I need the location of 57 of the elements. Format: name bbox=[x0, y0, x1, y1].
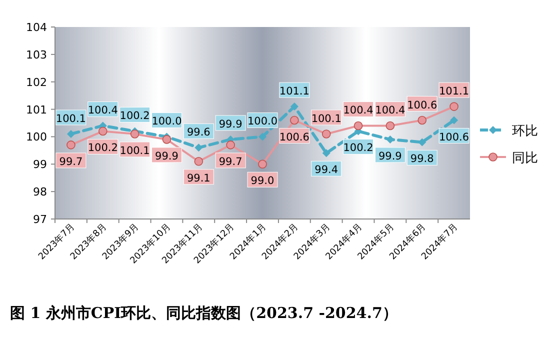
legend-label: 环比 bbox=[512, 124, 538, 139]
point bbox=[98, 126, 108, 136]
data-label: 100.1 bbox=[120, 144, 150, 157]
point bbox=[290, 102, 298, 111]
point bbox=[194, 157, 204, 166]
data-label: 99.7 bbox=[59, 156, 83, 168]
y-tick-label: 102 bbox=[26, 76, 47, 89]
y-tick-label: 100 bbox=[26, 130, 47, 144]
data-label: 100.0 bbox=[247, 116, 278, 128]
point bbox=[66, 140, 76, 150]
data-label: 99.7 bbox=[218, 156, 242, 168]
data-label: 99.6 bbox=[186, 126, 211, 139]
point bbox=[290, 116, 299, 125]
y-tick-label: 98 bbox=[33, 186, 47, 199]
point bbox=[386, 135, 394, 144]
y-tick-label: 99 bbox=[33, 158, 47, 172]
data-label: 101.1 bbox=[279, 86, 310, 98]
data-label: 99.8 bbox=[410, 153, 434, 166]
data-label: 99.1 bbox=[186, 172, 210, 184]
data-label: 100.2 bbox=[120, 110, 150, 122]
y-tick-label: 101 bbox=[26, 103, 47, 116]
data-label: 99.9 bbox=[155, 150, 178, 162]
point bbox=[386, 121, 395, 130]
point bbox=[258, 132, 266, 141]
point bbox=[226, 140, 235, 150]
data-label: 100.1 bbox=[56, 112, 86, 125]
y-tick-label: 103 bbox=[26, 48, 47, 62]
data-label: 100.0 bbox=[152, 116, 182, 128]
point bbox=[258, 160, 267, 169]
legend-label: 同比 bbox=[512, 151, 538, 166]
y-tick-label: 97 bbox=[33, 213, 47, 226]
point bbox=[450, 116, 458, 124]
point bbox=[130, 130, 140, 138]
point bbox=[354, 121, 363, 130]
point bbox=[322, 149, 330, 158]
point bbox=[162, 135, 172, 144]
y-tick-label: 104 bbox=[26, 21, 47, 34]
point bbox=[322, 130, 331, 138]
point bbox=[194, 144, 203, 152]
data-label: 100.1 bbox=[311, 112, 342, 125]
data-label: 99.0 bbox=[250, 175, 274, 188]
data-label: 99.9 bbox=[378, 150, 402, 162]
data-label: 100.4 bbox=[88, 104, 118, 117]
point bbox=[450, 102, 458, 111]
data-label: 100.4 bbox=[343, 104, 374, 117]
point bbox=[66, 130, 75, 138]
data-label: 101.1 bbox=[439, 86, 470, 98]
data-label: 100.6 bbox=[439, 131, 470, 144]
data-label: 100.6 bbox=[407, 99, 438, 112]
data-label: 100.4 bbox=[375, 104, 406, 117]
data-label: 100.6 bbox=[279, 131, 310, 144]
point bbox=[418, 116, 427, 125]
data-label: 100.2 bbox=[88, 142, 118, 154]
data-label: 100.2 bbox=[343, 142, 374, 154]
data-label: 99.4 bbox=[314, 164, 338, 176]
data-label: 99.9 bbox=[218, 118, 242, 130]
text: 图 1 永州市CPI环比、同比指数图（2023.7 -2024.7） bbox=[10, 304, 398, 322]
